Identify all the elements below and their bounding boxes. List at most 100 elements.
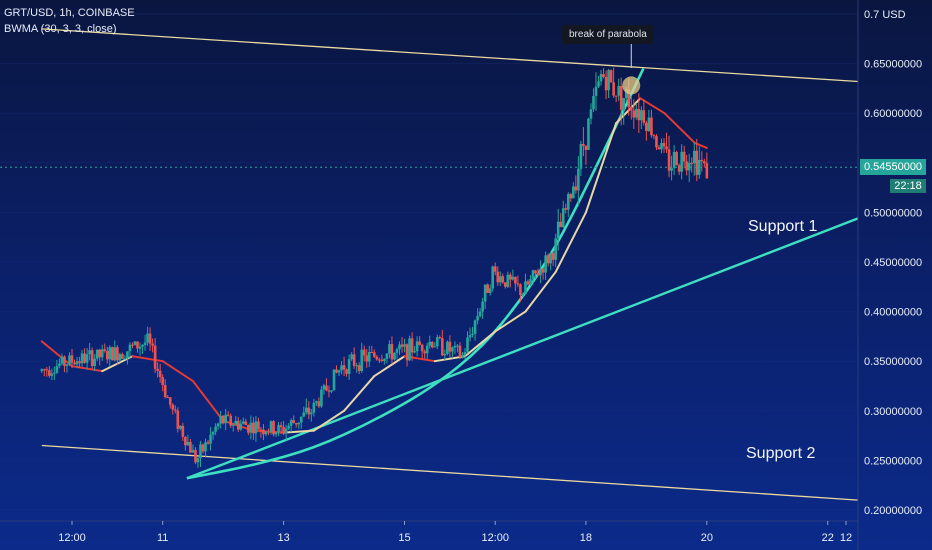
candle-body: [624, 89, 628, 99]
candle-body: [40, 369, 44, 372]
candle-body: [473, 320, 477, 334]
candle-body: [186, 441, 190, 446]
candle-body: [100, 349, 104, 358]
current-price-tag: 0.54550000: [860, 159, 926, 175]
candle-body: [88, 350, 91, 355]
candle-body: [327, 390, 331, 392]
candle-body: [80, 353, 84, 364]
candle-body: [108, 347, 112, 360]
candle-body: [85, 354, 89, 363]
candle-body: [70, 355, 74, 363]
candle-body: [221, 415, 225, 424]
candle-body: [206, 442, 210, 444]
candle-body: [161, 377, 164, 386]
candle-body: [201, 444, 205, 452]
candle-body: [337, 370, 341, 373]
time-axis[interactable]: 12:00 11 13 15 12:00 18 20 22 12: [0, 520, 858, 544]
bwma-segment: [524, 270, 557, 313]
candle-body: [451, 347, 454, 352]
candle-body: [408, 338, 411, 361]
candle-body: [501, 276, 505, 283]
candle-body: [697, 160, 701, 175]
candle-body: [519, 284, 522, 295]
candle-body: [509, 274, 512, 280]
candle-body: [645, 122, 648, 131]
bwma-segment: [639, 97, 666, 115]
indicator-title[interactable]: BWMA (30, 3, 3, close): [4, 23, 117, 35]
candle-body: [252, 422, 255, 434]
break-point-marker: [622, 76, 641, 95]
candle-body: [597, 81, 600, 87]
candle-body: [554, 238, 557, 260]
bwma-segment: [373, 355, 406, 378]
candle-body: [367, 352, 371, 362]
price-axis[interactable]: 0.7 USD0.650000000.600000000.550000000.5…: [857, 0, 922, 550]
candle-body: [594, 86, 598, 96]
candle-body: [506, 274, 510, 287]
candle-body: [247, 425, 250, 433]
candle-body: [675, 152, 678, 166]
candle-body: [511, 276, 515, 280]
candle-body: [491, 266, 495, 289]
candle-body: [504, 282, 507, 287]
candle-body: [330, 390, 333, 392]
candle-body: [244, 421, 248, 426]
candle-body: [556, 221, 560, 239]
candle-body: [229, 415, 233, 426]
candles: [40, 67, 709, 468]
candle-body: [194, 449, 197, 463]
candle-body: [660, 142, 663, 150]
candle-body: [413, 351, 416, 353]
candle-body: [443, 354, 447, 356]
x-tick-label: 11: [157, 532, 168, 544]
candle-body: [282, 427, 285, 434]
candle-body: [211, 431, 215, 435]
candle-body: [58, 363, 61, 367]
candle-body: [614, 95, 618, 97]
candle-body: [340, 365, 343, 371]
upper-trendline: [41, 28, 859, 83]
candle-body: [561, 208, 565, 228]
candle-body: [136, 341, 139, 349]
bwma-segment: [131, 355, 164, 363]
candle-body: [357, 365, 361, 372]
candle-body: [259, 429, 263, 431]
candle-body: [670, 167, 673, 171]
candle-body: [269, 421, 273, 432]
candle-body: [113, 347, 117, 361]
candle-body: [284, 428, 288, 434]
candle-body: [48, 370, 51, 376]
candle-body: [123, 358, 127, 360]
candle-body: [133, 341, 137, 346]
candle-body: [400, 344, 404, 347]
candle-body: [196, 458, 200, 463]
candle-body: [551, 253, 555, 260]
candle-body: [242, 421, 245, 424]
candle-body: [98, 349, 102, 358]
candle-body: [45, 369, 49, 371]
candle-body: [342, 365, 346, 370]
candle-body: [393, 352, 396, 360]
bwma-segment: [494, 310, 527, 333]
candle-body: [239, 423, 243, 430]
candle-body: [83, 353, 86, 363]
symbol-title[interactable]: GRT/USD, 1h, COINBASE: [4, 7, 135, 19]
candle-body: [498, 276, 502, 283]
candle-body: [75, 361, 79, 365]
candle-body: [672, 152, 676, 168]
candle-body: [604, 76, 608, 91]
x-tick-label: 13: [277, 532, 289, 544]
candle-body: [310, 412, 313, 415]
candle-body: [687, 162, 691, 171]
candle-body: [566, 194, 570, 210]
candle-body: [219, 415, 222, 424]
candle-body: [292, 420, 295, 424]
candle-body: [574, 186, 578, 191]
candle-body: [78, 361, 81, 364]
y-tick-label: 0.60000000: [864, 108, 922, 120]
candle-body: [141, 345, 144, 347]
candle-body: [539, 268, 542, 276]
candle-body: [629, 107, 633, 111]
candle-body: [529, 279, 532, 285]
